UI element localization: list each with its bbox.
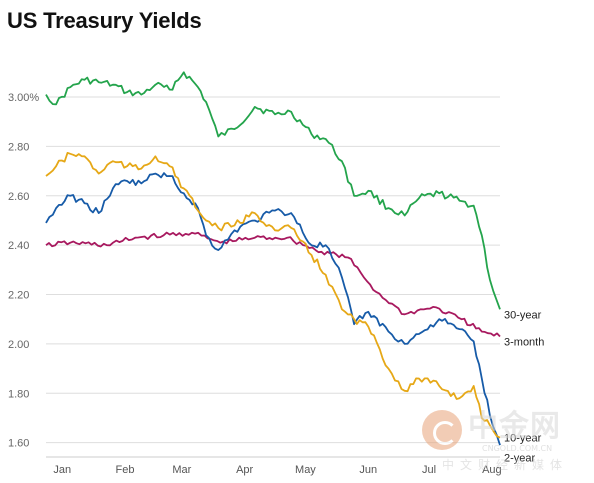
x-tick-label: Jan <box>53 464 71 476</box>
series-layer <box>45 71 501 446</box>
series-line-10-year <box>45 172 501 446</box>
y-axis-ticks: 3.00% 2.80 2.60 2.40 2.20 2.00 1.80 1.60 <box>8 92 39 450</box>
series-label-10-year: 10-year <box>504 433 542 445</box>
y-tick-label: 3.00% <box>8 92 39 104</box>
x-axis-ticks: Jan Feb Mar Apr May Jun Jul Aug <box>53 464 501 476</box>
chart-title: US Treasury Yields <box>7 8 202 33</box>
series-line-2-year <box>45 152 501 439</box>
y-tick-label: 2.20 <box>8 290 29 302</box>
series-line-3-month <box>45 231 501 338</box>
x-tick-label: Mar <box>172 464 191 476</box>
series-labels: 30-year 3-month 10-year 2-year <box>504 309 544 464</box>
y-tick-label: 2.40 <box>8 240 29 252</box>
x-tick-label: Jun <box>359 464 377 476</box>
series-label-2-year: 2-year <box>504 452 536 464</box>
series-line-30-year <box>45 71 501 310</box>
grid-layer <box>46 96 500 458</box>
watermark-url: CNGOLD.COM.CN <box>482 444 553 453</box>
y-tick-label: 1.60 <box>8 438 29 450</box>
watermark: 中金网 CNGOLD.COM.CN 中文财经新媒体 <box>422 410 582 474</box>
x-tick-label: Aug <box>482 464 502 476</box>
y-tick-label: 2.60 <box>8 191 29 203</box>
watermark-brand: 中金网 <box>468 409 561 444</box>
x-tick-label: May <box>295 464 316 476</box>
x-tick-label: Apr <box>236 464 253 476</box>
x-tick-label: Feb <box>116 464 135 476</box>
watermark-logo-icon <box>422 410 462 450</box>
x-tick-label: Jul <box>422 464 436 476</box>
y-tick-label: 2.80 <box>8 141 29 153</box>
series-label-3-month: 3-month <box>504 336 544 348</box>
y-tick-label: 2.00 <box>8 339 29 351</box>
watermark-subtitle: 中文财经新媒体 <box>442 458 569 472</box>
y-tick-label: 1.80 <box>8 388 29 400</box>
series-label-30-year: 30-year <box>504 309 542 321</box>
